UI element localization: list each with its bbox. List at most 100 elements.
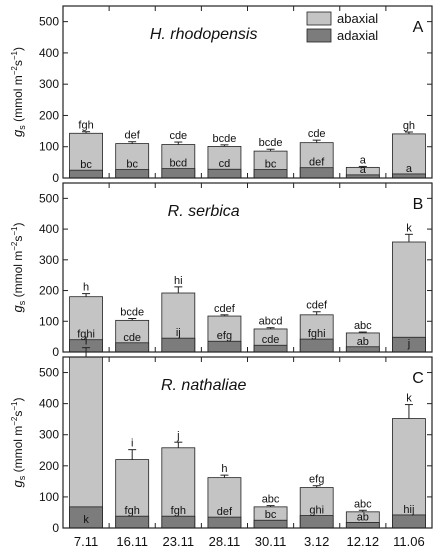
y-tick-label: 0	[52, 171, 59, 185]
bar-adaxial	[207, 168, 242, 179]
x-tick-label: 30.11	[255, 534, 287, 549]
adaxial-significance-label: bc	[126, 159, 138, 171]
adaxial-significance-label: ab	[357, 336, 369, 348]
bar-adaxial	[115, 515, 150, 529]
x-tick-label: 11.06	[393, 534, 425, 549]
y-axis-label: gs (mmol m−2s−1)	[10, 398, 27, 488]
adaxial-significance-label: k	[83, 514, 89, 526]
y-axis-label-unit: (mmol m	[11, 75, 25, 125]
y-tick-label: 400	[39, 46, 59, 60]
abaxial-significance-label: bcde	[120, 307, 144, 319]
abaxial-significance-label: cdef	[306, 300, 328, 312]
y-axis-label-exponent: −2	[10, 416, 19, 426]
y-axis-label-subscript: s	[17, 125, 27, 130]
y-tick-label: 200	[39, 284, 59, 298]
x-tick-label: 23.11	[163, 534, 195, 549]
abaxial-significance-label: cde	[169, 130, 187, 142]
x-tick-label: 16.11	[116, 534, 148, 549]
x-tick-label: 7.11	[74, 534, 98, 549]
adaxial-significance-label: ij	[176, 327, 181, 339]
y-tick-label: 300	[39, 428, 59, 442]
y-axis-label-exponent: −1	[10, 50, 19, 60]
bar-adaxial	[69, 169, 103, 179]
y-tick-label: 300	[39, 77, 59, 91]
adaxial-significance-label: cde	[123, 332, 141, 344]
bar-adaxial	[253, 519, 288, 529]
panel-letter: C	[412, 370, 424, 387]
bar-abaxial	[392, 133, 426, 179]
panel-title: R. serbica	[168, 203, 240, 220]
abaxial-significance-label: abc	[354, 320, 372, 332]
abaxial-significance-label: efg	[309, 474, 324, 486]
abaxial-significance-label: fgh	[78, 120, 93, 132]
y-axis-label-close: )	[11, 398, 25, 402]
bar-adaxial	[299, 167, 334, 179]
adaxial-significance-label: fghi	[308, 328, 326, 340]
adaxial-significance-label: efg	[217, 330, 232, 342]
bar-adaxial	[161, 515, 196, 529]
bar-adaxial	[161, 168, 196, 179]
y-tick-label: 500	[39, 191, 59, 205]
y-axis-label: gs (mmol m−2s−1)	[10, 223, 27, 313]
y-axis-label-exponent: −2	[10, 241, 19, 251]
y-tick-label: 300	[39, 253, 59, 267]
bar-adaxial	[253, 344, 288, 353]
bar-abaxial	[69, 356, 103, 529]
y-tick-label: 500	[39, 15, 59, 29]
bar-adaxial	[115, 169, 150, 179]
abaxial-significance-label: def	[125, 130, 141, 142]
panel-B: h fghi bcde cde hi ij cdef efg abcd cde cdef fghi ab…	[10, 182, 433, 359]
legend-swatch-abaxial	[306, 11, 332, 26]
adaxial-significance-label: hij	[403, 504, 414, 516]
adaxial-significance-label: bc	[80, 159, 92, 171]
y-axis-label-close: )	[11, 223, 25, 227]
adaxial-significance-label: a	[406, 163, 413, 175]
y-axis-label-unit: (mmol m	[11, 251, 25, 301]
abaxial-significance-label: abc	[354, 498, 372, 510]
y-tick-label: 100	[39, 490, 59, 504]
abaxial-significance-label: h	[221, 463, 227, 475]
y-tick-label: 400	[39, 397, 59, 411]
y-tick-label: 100	[39, 314, 59, 328]
adaxial-significance-label: ab	[357, 511, 369, 523]
abaxial-significance-label: h	[83, 282, 89, 294]
x-tick-label: 3.12	[304, 534, 329, 549]
y-tick-label: 200	[39, 108, 59, 122]
abaxial-significance-label: i	[131, 438, 133, 450]
abaxial-significance-label: abc	[262, 494, 280, 506]
legend-label-adaxial: adaxial	[337, 28, 378, 43]
y-tick-label: 400	[39, 222, 59, 236]
y-axis-label-symbol: g	[10, 304, 25, 312]
adaxial-significance-label: def	[309, 157, 325, 169]
abaxial-significance-label: k	[406, 393, 412, 405]
bar-adaxial	[161, 337, 196, 353]
abaxial-significance-label: k	[406, 222, 412, 234]
legend: abaxial adaxial	[306, 11, 378, 43]
panel-title: R. nathaliae	[161, 377, 246, 394]
abaxial-significance-label: l	[85, 336, 87, 348]
legend-swatch-adaxial	[306, 28, 332, 43]
y-axis-label-subscript: s	[17, 300, 27, 305]
y-axis-label-symbol: g	[10, 129, 25, 137]
adaxial-significance-label: ghi	[309, 505, 324, 517]
legend-label-abaxial: abaxial	[337, 11, 378, 26]
bar-adaxial	[115, 342, 150, 353]
y-axis-label-exponent: −2	[10, 66, 19, 76]
abaxial-significance-label: cdef	[214, 303, 236, 315]
y-tick-label: 100	[39, 140, 59, 154]
y-tick-label: 0	[52, 345, 59, 359]
adaxial-significance-label: fgh	[171, 505, 186, 517]
y-tick-label: 0	[52, 521, 59, 535]
bar-adaxial	[392, 514, 426, 529]
y-tick-label: 200	[39, 459, 59, 473]
bar-abaxial	[392, 418, 426, 529]
y-axis-label-unit-s: s	[11, 236, 25, 242]
y-axis-label-unit-s: s	[11, 411, 25, 417]
abaxial-significance-label: cde	[308, 128, 326, 140]
adaxial-significance-label: fgh	[125, 505, 140, 517]
x-tick-label: 28.11	[209, 534, 241, 549]
adaxial-significance-label: fghi	[77, 329, 95, 341]
abaxial-significance-label: abcd	[259, 316, 283, 328]
adaxial-significance-label: bc	[265, 509, 277, 521]
y-axis-label-close: )	[11, 47, 25, 51]
